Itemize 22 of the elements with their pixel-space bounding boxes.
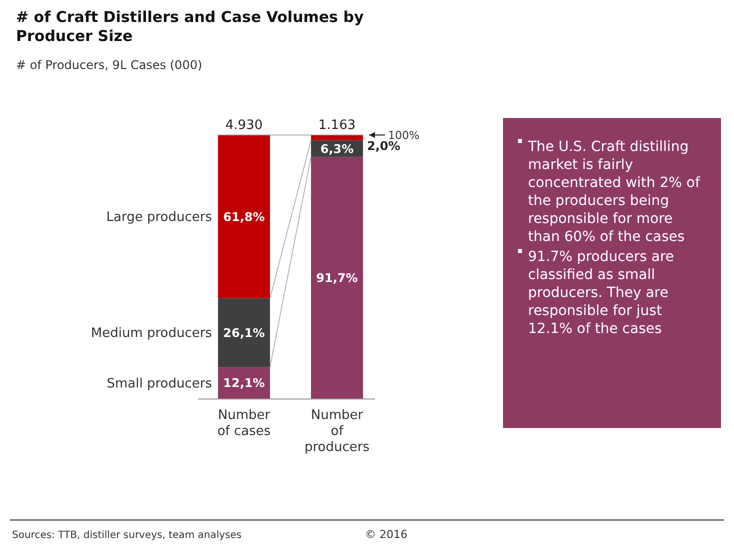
text: The U.S. Craft distilling market is fairly concentrated with 2% of the producers being responsible for more than 60% of the cases xyxy=(527,138,701,245)
source-note: Sources: TTB, distiller surveys, team analyses xyxy=(12,530,242,541)
data-label: 12,1% xyxy=(223,376,265,390)
text: # of Producers, 9L Cases (000) xyxy=(16,58,202,72)
text: © 2016 xyxy=(365,528,408,541)
text: 91.7% producers are classified as small producers. They are responsible for just 12.1% of the cases xyxy=(528,248,674,337)
data-label: 91,7% xyxy=(316,271,358,286)
x-tick-label: Number of producers xyxy=(304,408,370,455)
chart-title: # of Craft Distillers and Case Volumes by Producer Size xyxy=(16,8,364,45)
data-label: 61,8% xyxy=(223,210,265,224)
bar xyxy=(218,135,270,298)
data-label: 26,1% xyxy=(223,326,265,340)
series-label: Medium producers xyxy=(90,326,212,342)
annotation: 1.163 xyxy=(318,118,356,133)
x-tick-label: Number of cases xyxy=(217,408,271,439)
annotation: 4.930 xyxy=(225,118,263,133)
bar xyxy=(218,298,270,368)
series-label: Large producers xyxy=(106,210,212,226)
bar xyxy=(311,135,363,140)
data-label: 6,3% xyxy=(320,142,354,156)
bar xyxy=(311,156,363,399)
series-label: Small producers xyxy=(106,376,212,392)
